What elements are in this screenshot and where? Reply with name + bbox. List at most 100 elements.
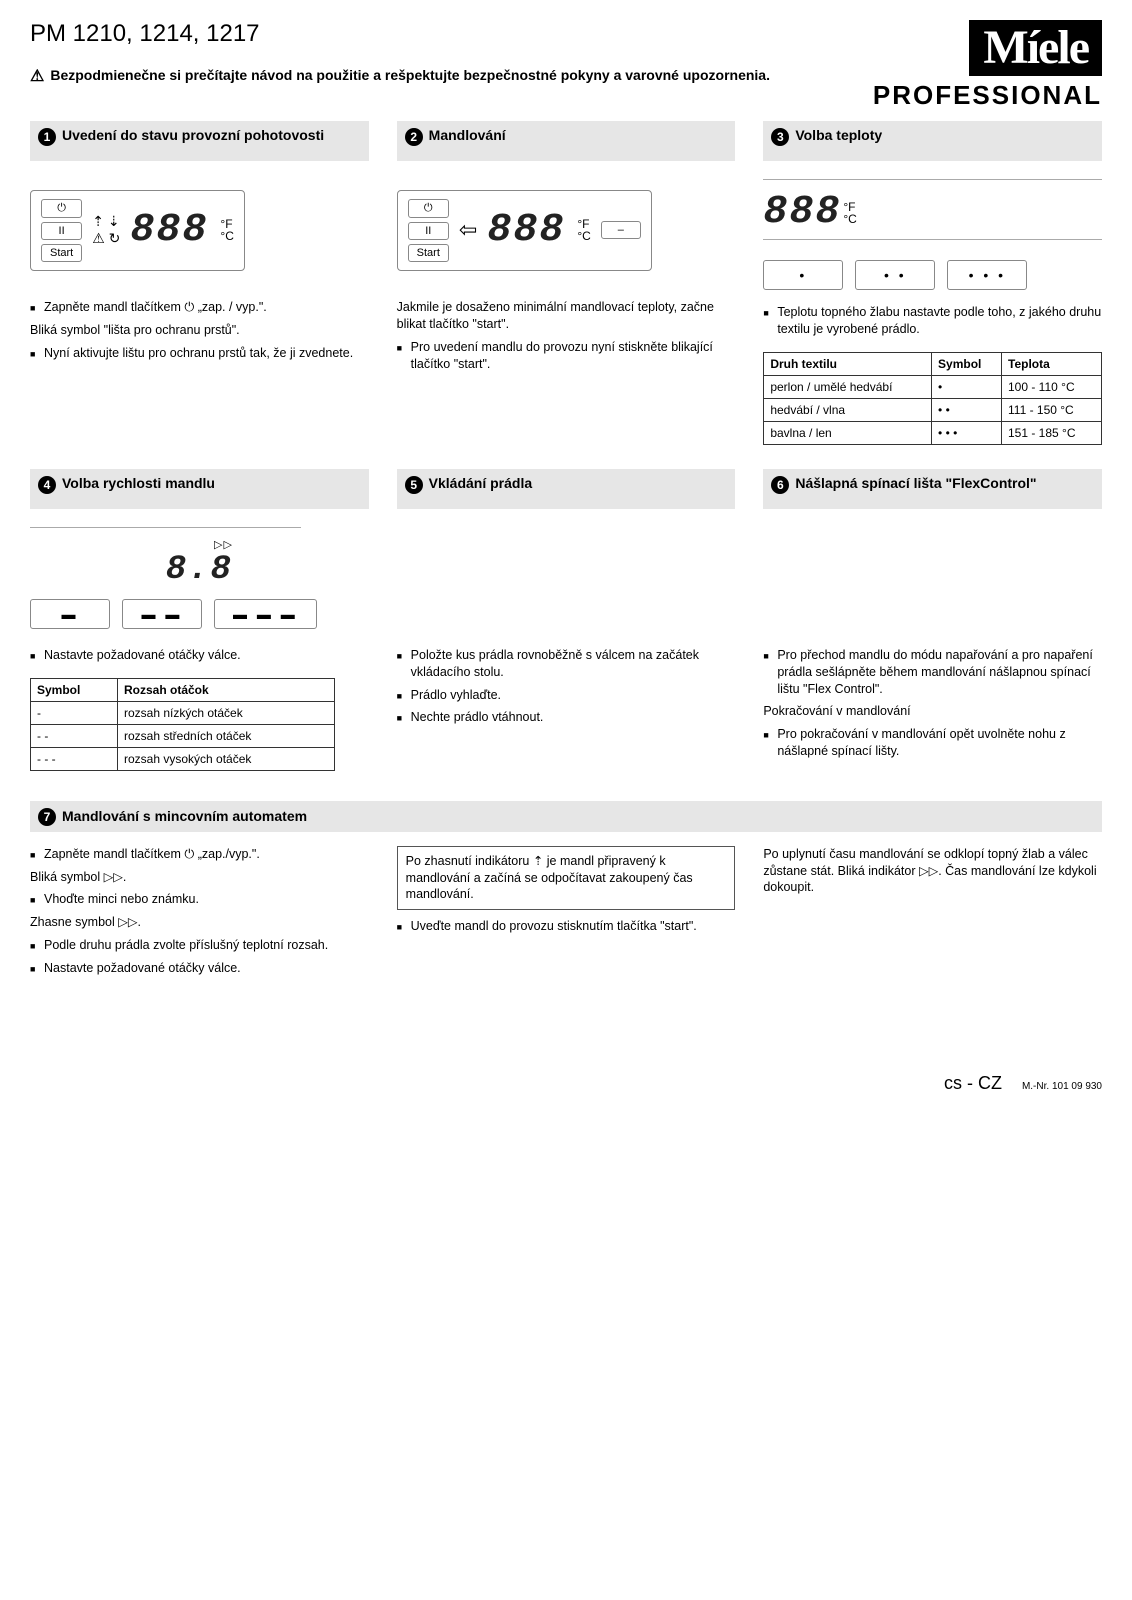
pause-button: II — [41, 222, 82, 240]
th-textile: Druh textilu — [764, 352, 932, 375]
cell: perlon / umělé hedvábí — [764, 375, 932, 398]
sec7-col1: Zapněte mandl tlačítkem ⏻ „zap./vyp.". B… — [30, 846, 369, 983]
section-4-display: ▷▷ 8.8 ▬ ▬ ▬ ▬ ▬ ▬ — [30, 523, 369, 633]
sec7-c1-b3: Podle druhu prádla zvolte příslušný tepl… — [30, 937, 369, 954]
section-1-num: 1 — [38, 128, 56, 146]
section-2-num: 2 — [405, 128, 423, 146]
section-2-header: 2 Mandlování — [397, 121, 736, 161]
section-5-title: Vkládání prádla — [429, 475, 532, 491]
page-footer: cs - CZ M.-Nr. 101 09 930 — [30, 1073, 1102, 1094]
section-5: 5 Vkládání prádla Položte kus prádla rov… — [397, 469, 736, 771]
power-button: ⏻ — [408, 199, 449, 218]
section-1-title: Uvedení do stavu provozní pohotovosti — [62, 127, 324, 143]
section-6-title: Nášlapná spínací lišta "FlexControl" — [795, 475, 1036, 491]
th-range: Rozsah otáčok — [117, 678, 334, 701]
temp-level-3: • • • — [947, 260, 1027, 290]
unit-label: °F°C — [220, 218, 233, 242]
unit-label: °F°C — [843, 201, 856, 225]
pause-button: II — [408, 222, 449, 240]
brand-subline: PROFESSIONAL — [873, 80, 1102, 111]
safety-warning: ⚠ Bezpodmienečne si prečítajte návod na … — [30, 66, 873, 88]
sec7-c1-b1: Zapněte mandl tlačítkem ⏻ „zap./vyp.". — [30, 846, 369, 863]
speed-arrows-icon: ▷▷ — [214, 538, 233, 551]
sec1-text-1: Bliká symbol "lišta pro ochranu prstů". — [30, 322, 369, 339]
sec4-bullet-1: Nastavte požadované otáčky válce. — [30, 647, 369, 664]
brand-logo: Míele — [969, 20, 1102, 76]
cell: 111 - 150 °C — [1002, 398, 1102, 421]
unit-label: °F°C — [577, 218, 590, 242]
sec3-bullet-1: Teplotu topného žlabu nastavte podle toh… — [763, 304, 1102, 338]
table-row: - rozsah nízkých otáček — [31, 701, 335, 724]
cell: • • • — [932, 421, 1002, 444]
th-symbol: Symbol — [932, 352, 1002, 375]
sec5-bullet-1: Položte kus prádla rovnoběžně s válcem n… — [397, 647, 736, 681]
section-3-display: 888 °F°C • • • • • • — [763, 175, 1102, 290]
section-6-header: 6 Nášlapná spínací lišta "FlexControl" — [763, 469, 1102, 509]
sec5-bullet-3: Nechte prádlo vtáhnout. — [397, 709, 736, 726]
th-temp: Teplota — [1002, 352, 1102, 375]
speed-display: 8.8 — [166, 551, 233, 589]
section-5-num: 5 — [405, 476, 423, 494]
sec7-boxed-note: Po zhasnutí indikátoru ⇡ je mandl připra… — [397, 846, 736, 911]
start-button: Start — [41, 244, 82, 262]
power-button: ⏻ — [41, 199, 82, 218]
section-5-spacer — [397, 523, 736, 633]
cell: • — [932, 375, 1002, 398]
sec6-bullet-1: Pro přechod mandlu do módu napařování a … — [763, 647, 1102, 698]
section-7-num: 7 — [38, 808, 56, 826]
sec7-c1-p1: Bliká symbol ▷▷. — [30, 869, 369, 886]
start-button: Start — [408, 244, 449, 262]
model-title: PM 1210, 1214, 1217 — [30, 20, 873, 48]
sec2-bullet-1: Pro uvedení mandlu do provozu nyní stisk… — [397, 339, 736, 373]
temp-level-1: • — [763, 260, 843, 290]
section-7-title: Mandlování s mincovním automatem — [62, 808, 307, 824]
table-row: - - rozsah středních otáček — [31, 724, 335, 747]
temp-level-2: • • — [855, 260, 935, 290]
section-3-header: 3 Volba teploty — [763, 121, 1102, 161]
cell: - - - — [31, 747, 118, 770]
section-5-header: 5 Vkládání prádla — [397, 469, 736, 509]
section-3-title: Volba teploty — [795, 127, 882, 143]
section-1-display: ⏻ II Start ⇡ ⇣⚠ ↻ 888 °F°C — [30, 175, 369, 285]
section-6: 6 Nášlapná spínací lišta "FlexControl" P… — [763, 469, 1102, 771]
minus-button: – — [601, 221, 641, 239]
footer-partnumber: M.-Nr. 101 09 930 — [1022, 1081, 1102, 1092]
table-row: - - - rozsah vysokých otáček — [31, 747, 335, 770]
section-2: 2 Mandlování ⏻ II Start ⇦ 888 °F°C – Jak… — [397, 121, 736, 445]
section-2-display: ⏻ II Start ⇦ 888 °F°C – — [397, 175, 736, 285]
table-row: hedvábí / vlna • • 111 - 150 °C — [764, 398, 1102, 421]
warning-text: Bezpodmienečne si prečítajte návod na po… — [50, 66, 770, 86]
section-6-spacer — [763, 523, 1102, 633]
cell: hedvábí / vlna — [764, 398, 932, 421]
sec7-col2: Po zhasnutí indikátoru ⇡ je mandl připra… — [397, 846, 736, 983]
table-row: bavlna / len • • • 151 - 185 °C — [764, 421, 1102, 444]
sec2-text-1: Jakmile je dosaženo minimální mandlovací… — [397, 299, 736, 333]
display-icons: ⇡ ⇣⚠ ↻ — [92, 213, 120, 247]
th-symbol: Symbol — [31, 678, 118, 701]
temp-display: 888 — [130, 208, 208, 253]
sec7-c2-b1: Uveďte mandl do provozu stisknutím tlačí… — [397, 918, 736, 935]
speed-level-1: ▬ — [30, 599, 110, 629]
page-header: PM 1210, 1214, 1217 ⚠ Bezpodmienečne si … — [30, 20, 1102, 111]
sec1-bullet-1: Zapněte mandl tlačítkem ⏻ „zap. / vyp.". — [30, 299, 369, 316]
warning-icon: ⚠ — [30, 66, 44, 88]
section-7-body: Zapněte mandl tlačítkem ⏻ „zap./vyp.". B… — [30, 846, 1102, 983]
sec7-col3: Po uplynutí času mandlování se odklopí t… — [763, 846, 1102, 983]
cell: 100 - 110 °C — [1002, 375, 1102, 398]
table-row: perlon / umělé hedvábí • 100 - 110 °C — [764, 375, 1102, 398]
arrow-icon: ⇦ — [459, 217, 477, 243]
cell: bavlna / len — [764, 421, 932, 444]
section-1-header: 1 Uvedení do stavu provozní pohotovosti — [30, 121, 369, 161]
cell: rozsah středních otáček — [117, 724, 334, 747]
cell: rozsah nízkých otáček — [117, 701, 334, 724]
section-4-num: 4 — [38, 476, 56, 494]
temp-display: 888 — [487, 208, 565, 253]
section-7-header: 7 Mandlování s mincovním automatem — [30, 801, 1102, 832]
speed-level-2: ▬ ▬ — [122, 599, 202, 629]
temperature-table: Druh textilu Symbol Teplota perlon / umě… — [763, 352, 1102, 445]
cell: - — [31, 701, 118, 724]
cell: 151 - 185 °C — [1002, 421, 1102, 444]
brand-block: Míele PROFESSIONAL — [873, 20, 1102, 111]
temp-display: 888 — [763, 190, 841, 235]
sec6-bullet-2: Pro pokračování v mandlování opět uvolně… — [763, 726, 1102, 760]
